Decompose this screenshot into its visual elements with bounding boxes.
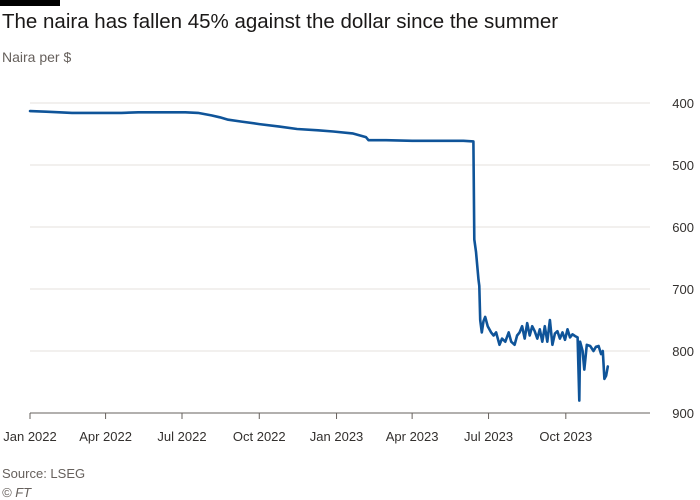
axes: 400 500 600 700 800 900 Jan 2022 Apr 2022 Jul 20… — [3, 96, 694, 444]
series-layer — [28, 109, 610, 402]
x-tick-label: Apr 2022 — [79, 429, 132, 444]
x-tick-label: Jul 2022 — [157, 429, 206, 444]
x-tick-label: Jan 2023 — [310, 429, 364, 444]
brand-bar — [0, 0, 60, 6]
gridlines — [30, 102, 650, 352]
copyright-note: © FT — [2, 485, 32, 500]
x-tick-label: Oct 2023 — [539, 429, 592, 444]
y-tick-label: 800 — [672, 344, 694, 359]
y-tick-label: 400 — [672, 96, 694, 111]
chart-title: The naira has fallen 45% against the dol… — [2, 10, 559, 33]
series-line — [28, 109, 610, 402]
source-note: Source: LSEG — [2, 466, 86, 481]
x-tick-label: Apr 2023 — [386, 429, 439, 444]
y-tick-label: 600 — [672, 220, 694, 235]
x-tick-label: Oct 2022 — [233, 429, 286, 444]
y-tick-label: 500 — [672, 158, 694, 173]
chart-subtitle: Naira per $ — [2, 49, 72, 65]
y-tick-label: 700 — [672, 282, 694, 297]
y-tick-label: 900 — [672, 406, 694, 421]
x-tick-label: Jul 2023 — [464, 429, 513, 444]
x-tick-label: Jan 2022 — [3, 429, 57, 444]
